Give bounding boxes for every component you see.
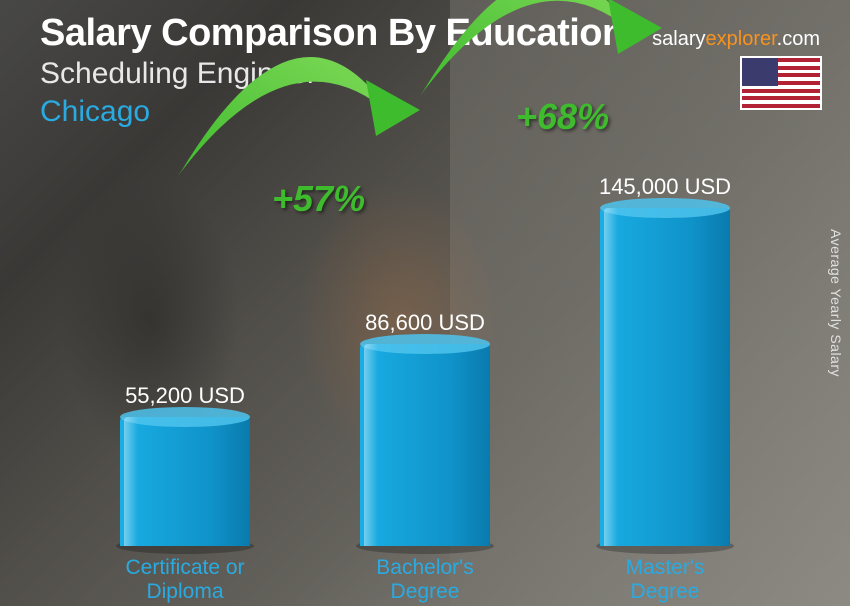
bar-label: Certificate orDiploma bbox=[125, 556, 244, 604]
brand-suffix: .com bbox=[777, 28, 820, 50]
y-axis-label: Average Yearly Salary bbox=[828, 229, 844, 377]
bar bbox=[600, 208, 730, 546]
bar-group: 145,000 USDMaster'sDegree bbox=[590, 174, 740, 546]
location: Chicago bbox=[40, 95, 810, 129]
brand-accent: explorer bbox=[706, 28, 777, 50]
brand-logo: salaryexplorer.com bbox=[652, 28, 820, 51]
bar bbox=[120, 417, 250, 546]
bar-value: 55,200 USD bbox=[110, 383, 260, 409]
bar-label: Master'sDegree bbox=[626, 556, 705, 604]
subtitle: Scheduling Engineer bbox=[40, 57, 810, 91]
bar-label: Bachelor'sDegree bbox=[376, 556, 473, 604]
percent-increase: +57% bbox=[272, 178, 365, 220]
bar-group: 86,600 USDBachelor'sDegree bbox=[350, 310, 500, 546]
percent-increase: +68% bbox=[516, 96, 609, 138]
flag-us bbox=[740, 56, 822, 110]
brand-main: salary bbox=[652, 28, 705, 50]
bar-value: 86,600 USD bbox=[350, 310, 500, 336]
bar-value: 145,000 USD bbox=[590, 174, 740, 200]
bar-group: 55,200 USDCertificate orDiploma bbox=[110, 383, 260, 546]
bar-chart: 55,200 USDCertificate orDiploma 86,600 US… bbox=[80, 186, 780, 546]
bar bbox=[360, 344, 490, 546]
